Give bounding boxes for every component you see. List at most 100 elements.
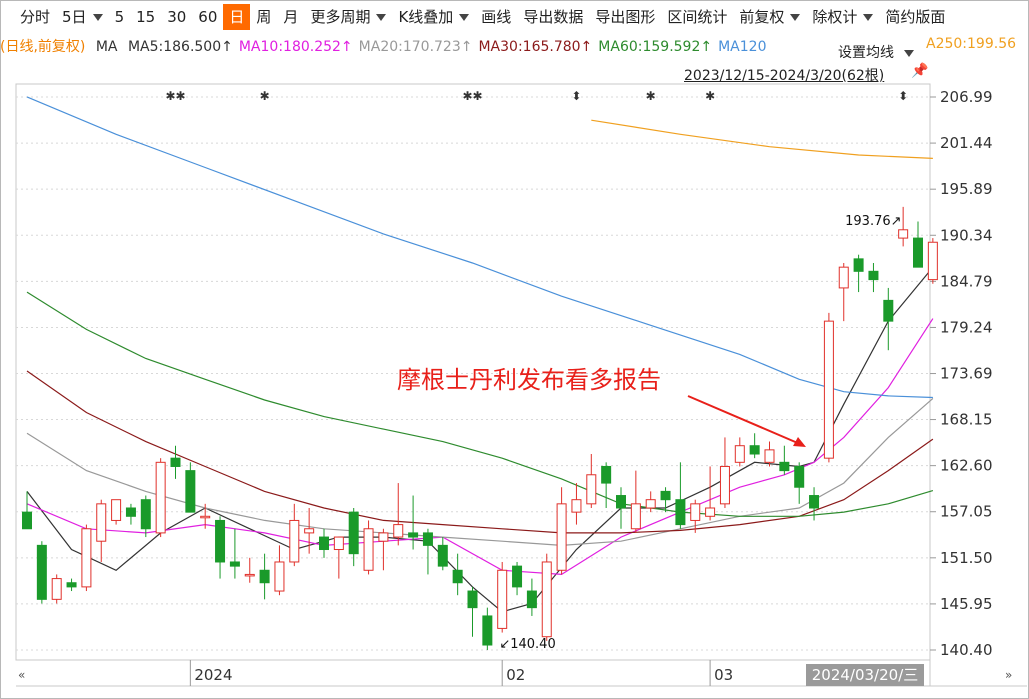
event-marker: ✱ xyxy=(260,89,270,103)
toolbar-item-11[interactable]: 画线 xyxy=(475,4,517,30)
toolbar-item-label: 更多周期 xyxy=(310,8,371,26)
candle-body xyxy=(229,561,240,567)
candle-body xyxy=(274,561,285,592)
toolbar-item-label: 周 xyxy=(256,8,272,26)
candle-body xyxy=(51,578,62,600)
candle-body xyxy=(586,474,597,505)
double-right-arrow-icon[interactable]: » xyxy=(1005,668,1012,682)
toolbar-item-17[interactable]: 简约版面 xyxy=(879,4,951,30)
event-marker: ⬍ xyxy=(898,89,908,103)
candle-body xyxy=(749,445,760,455)
toolbar-item-2[interactable]: 5 xyxy=(109,4,131,30)
candle-body xyxy=(512,565,523,588)
ma-label: MA xyxy=(95,39,118,55)
toolbar-item-9[interactable]: 更多周期 xyxy=(304,4,392,30)
toolbar-item-label: 15 xyxy=(136,8,156,26)
candle-body xyxy=(809,495,820,509)
candle-body xyxy=(319,536,329,551)
pin-icon[interactable]: 📌 xyxy=(911,63,929,79)
chevron-down-icon xyxy=(904,49,915,57)
ma-line-ma10 xyxy=(26,318,934,576)
toolbar-item-label: 60 xyxy=(198,8,218,26)
candle-body xyxy=(898,229,909,239)
candle-body xyxy=(482,615,493,646)
candle-body xyxy=(883,299,894,322)
candle-body xyxy=(66,582,77,588)
toolbar-item-0[interactable]: 分时 xyxy=(14,4,56,30)
toolbar-item-label: 除权计 xyxy=(812,8,858,26)
candle-body xyxy=(794,465,805,488)
candle-body xyxy=(601,465,612,484)
ma-legend: (日线,前复权) MA MA5:186.500↑ MA10:180.252↑ MA2… xyxy=(0,36,1016,58)
candle-body xyxy=(170,457,181,467)
candle-body xyxy=(630,503,641,530)
candle-body xyxy=(913,237,923,268)
annotation-arrow xyxy=(687,395,801,445)
annotation-arrowhead xyxy=(793,437,806,447)
candle-body xyxy=(125,507,136,517)
y-tick-label: 151.50 xyxy=(940,549,993,567)
candle-body xyxy=(155,461,166,534)
toolbar-item-label: 分时 xyxy=(20,8,51,26)
candle-body xyxy=(705,507,716,517)
annotation-text: 摩根士丹利发布看多报告 xyxy=(397,366,661,394)
candle-body xyxy=(422,532,433,546)
toolbar-item-5[interactable]: 60 xyxy=(192,4,223,30)
toolbar-item-label: 导出图形 xyxy=(595,8,656,26)
candle-body xyxy=(526,590,537,609)
candle-body xyxy=(215,519,226,563)
toolbar-item-3[interactable]: 15 xyxy=(130,4,161,30)
candle-body xyxy=(22,511,32,530)
ma-entry-4: MA60:159.592↑ xyxy=(598,39,713,55)
toolbar: 分时 5日 5 15 30 60 日周月更多周期 K线叠加 画线 导出数据 导出图形 区间统计 前复权 除… xyxy=(0,0,1029,34)
double-left-arrow-icon[interactable]: « xyxy=(18,668,25,682)
candle-body xyxy=(541,561,552,638)
y-tick-label: 201.44 xyxy=(940,134,993,152)
toolbar-item-label: 30 xyxy=(167,8,187,26)
candle-body xyxy=(868,270,879,281)
chevron-down-icon xyxy=(92,14,103,21)
low-price-label: ↙140.40 xyxy=(499,637,555,652)
y-tick-label: 140.40 xyxy=(940,641,993,659)
candle-body xyxy=(675,499,686,526)
toolbar-item-12[interactable]: 导出数据 xyxy=(517,4,589,30)
event-marker: ⬍ xyxy=(571,89,581,103)
y-tick-label: 179.24 xyxy=(940,318,993,336)
toolbar-item-label: 日 xyxy=(229,8,245,26)
toolbar-item-8[interactable]: 月 xyxy=(277,4,304,30)
chevron-down-icon xyxy=(459,14,470,21)
x-tick-label: 03 xyxy=(714,666,733,684)
toolbar-item-7[interactable]: 周 xyxy=(250,4,277,30)
y-tick-label: 157.05 xyxy=(940,503,993,521)
toolbar-item-label: 简约版面 xyxy=(885,8,946,26)
event-marker: ✱✱ xyxy=(462,89,482,103)
toolbar-item-16[interactable]: 除权计 xyxy=(806,4,879,30)
set-ma-label: 设置均线 xyxy=(838,45,894,61)
candle-body xyxy=(660,490,671,501)
y-tick-label: 168.15 xyxy=(940,411,993,429)
y-tick-label: 162.60 xyxy=(940,457,993,475)
candle-body xyxy=(853,258,864,272)
candle-body xyxy=(111,499,122,521)
toolbar-item-label: K线叠加 xyxy=(398,8,454,26)
candle-body xyxy=(764,449,775,463)
candle-body xyxy=(81,528,92,588)
ma-entry-1: MA10:180.252↑ xyxy=(238,39,353,55)
toolbar-item-14[interactable]: 区间统计 xyxy=(661,4,733,30)
toolbar-item-label: 画线 xyxy=(481,8,512,26)
toolbar-item-13[interactable]: 导出图形 xyxy=(589,4,661,30)
toolbar-item-label: 区间统计 xyxy=(667,8,728,26)
candle-body xyxy=(497,569,508,629)
toolbar-item-15[interactable]: 前复权 xyxy=(733,4,806,30)
ma-entry-2: MA20:170.723↑ xyxy=(358,39,473,55)
toolbar-item-4[interactable]: 30 xyxy=(161,4,192,30)
chevron-down-icon xyxy=(863,14,874,21)
set-ma-button[interactable]: 设置均线 xyxy=(838,42,915,62)
candle-body xyxy=(616,495,626,509)
candle-body xyxy=(571,499,582,513)
toolbar-item-1[interactable]: 5日 xyxy=(56,4,109,30)
candle-body xyxy=(140,499,151,530)
toolbar-item-10[interactable]: K线叠加 xyxy=(392,4,475,30)
toolbar-item-6[interactable]: 日 xyxy=(223,4,251,30)
